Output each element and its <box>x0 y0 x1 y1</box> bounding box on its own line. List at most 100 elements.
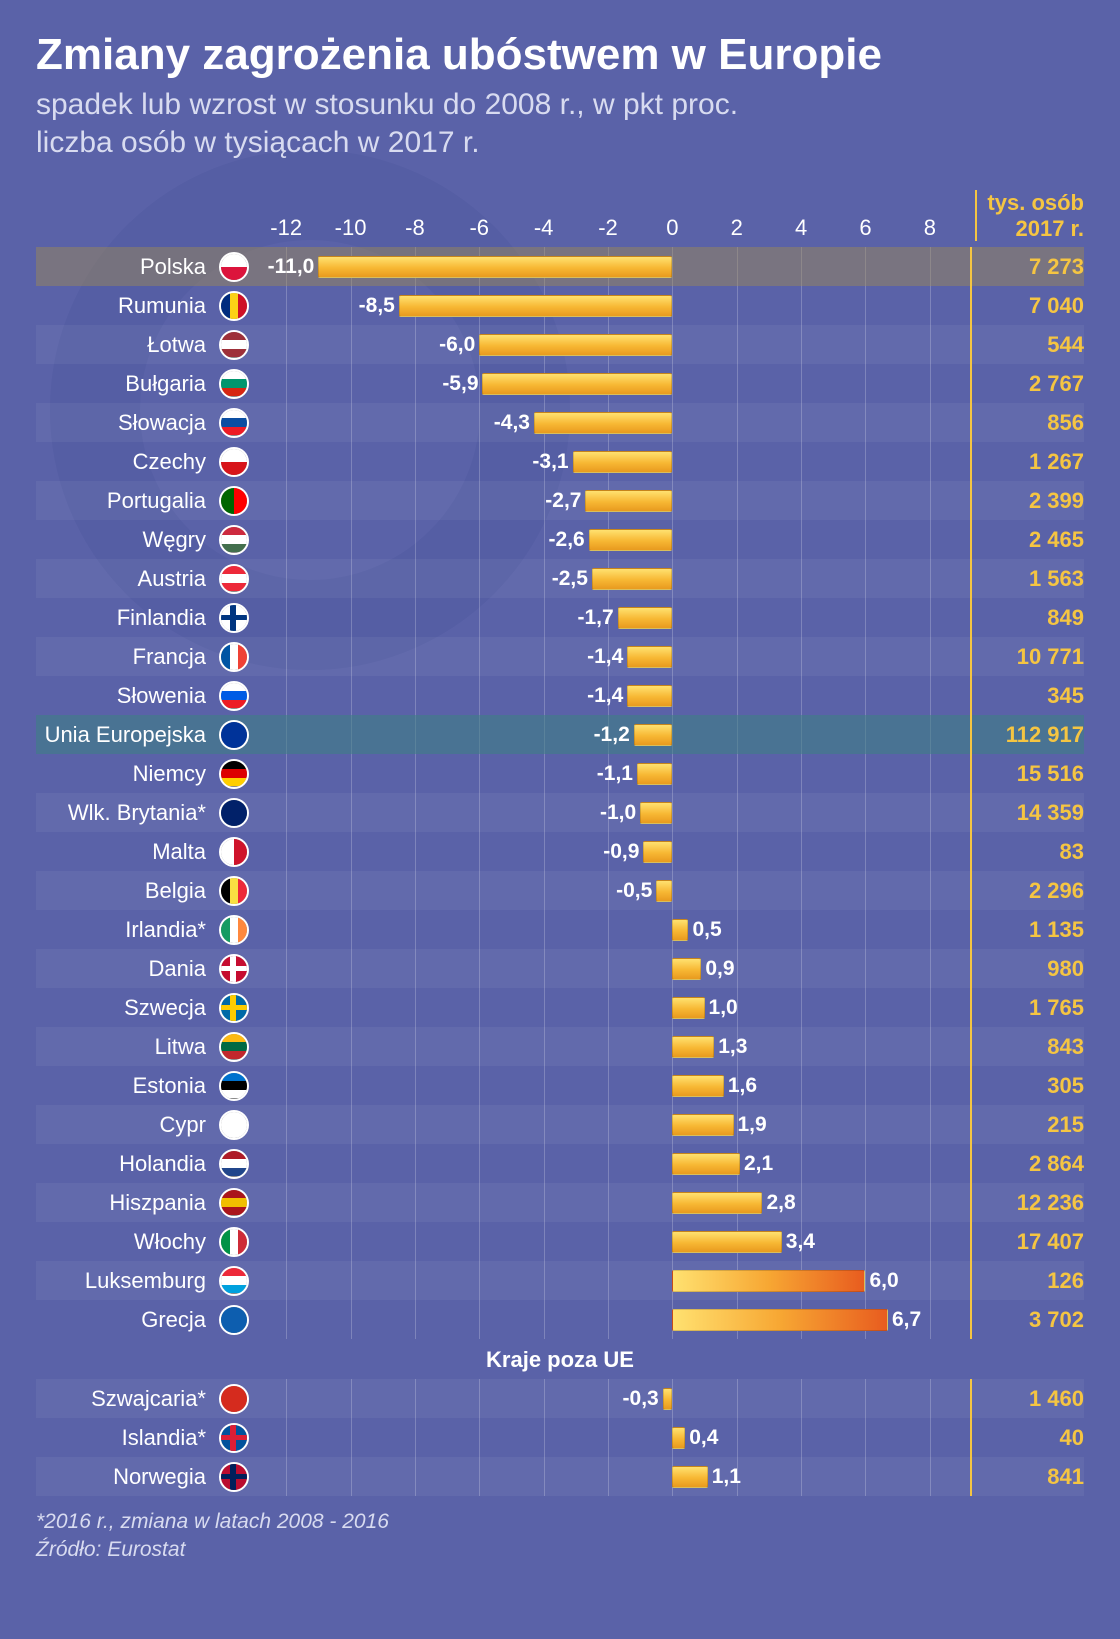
country-label: Norwegia <box>36 1464 214 1490</box>
flag-icon <box>214 603 254 633</box>
population-value: 2 767 <box>972 371 1084 397</box>
flag-icon <box>214 1305 254 1335</box>
bar-area: -0,3 <box>254 1379 962 1418</box>
bar-area: -11,0 <box>254 247 962 286</box>
bar <box>634 724 673 746</box>
flag-icon <box>214 915 254 945</box>
population-value: 843 <box>972 1034 1084 1060</box>
population-value: 849 <box>972 605 1084 631</box>
population-value: 1 267 <box>972 449 1084 475</box>
bar-area: -0,9 <box>254 832 962 871</box>
country-label: Słowacja <box>36 410 214 436</box>
table-row: Włochy3,417 407 <box>36 1222 1084 1261</box>
bar <box>672 1114 733 1136</box>
bar-area: -1,4 <box>254 676 962 715</box>
bar-area: 1,0 <box>254 988 962 1027</box>
flag-icon <box>214 564 254 594</box>
flag-icon <box>214 291 254 321</box>
flag-icon <box>214 1462 254 1492</box>
bar <box>672 1309 888 1331</box>
country-label: Szwajcaria* <box>36 1386 214 1412</box>
table-row: Estonia1,6305 <box>36 1066 1084 1105</box>
country-label: Irlandia* <box>36 917 214 943</box>
bar-value-label: -0,5 <box>616 879 652 903</box>
bar-value-label: -4,3 <box>494 411 530 435</box>
bar <box>663 1388 673 1410</box>
country-label: Francja <box>36 644 214 670</box>
table-row: Szwecja1,01 765 <box>36 988 1084 1027</box>
bar-value-label: 1,6 <box>728 1074 757 1098</box>
bar <box>672 1075 723 1097</box>
country-label: Hiszpania <box>36 1190 214 1216</box>
flag-icon <box>214 993 254 1023</box>
population-value: 1 563 <box>972 566 1084 592</box>
country-label: Portugalia <box>36 488 214 514</box>
bar-area: 2,8 <box>254 1183 962 1222</box>
table-row: Unia Europejska-1,2112 917 <box>36 715 1084 754</box>
bar <box>479 334 672 356</box>
population-value: 2 465 <box>972 527 1084 553</box>
content-wrap: Zmiany zagrożenia ubóstwem w Europie spa… <box>0 0 1120 1585</box>
population-value: 1 460 <box>972 1386 1084 1412</box>
footnote-line2: Źródło: Eurostat <box>36 1538 185 1561</box>
bar <box>672 958 701 980</box>
population-value: 1 765 <box>972 995 1084 1021</box>
bar-area: 1,3 <box>254 1027 962 1066</box>
right-col-header-l2: 2017 r. <box>1015 216 1084 241</box>
country-label: Holandia <box>36 1151 214 1177</box>
country-label: Bułgaria <box>36 371 214 397</box>
bar <box>672 1427 685 1449</box>
chart-title: Zmiany zagrożenia ubóstwem w Europie <box>36 30 1084 80</box>
country-label: Unia Europejska <box>36 722 214 748</box>
table-row: Norwegia1,1841 <box>36 1457 1084 1496</box>
population-value: 7 040 <box>972 293 1084 319</box>
bar <box>585 490 672 512</box>
bar <box>672 1231 781 1253</box>
bar-value-label: -8,5 <box>359 294 395 318</box>
population-value: 856 <box>972 410 1084 436</box>
table-row: Portugalia-2,72 399 <box>36 481 1084 520</box>
axis-header: tys. osób 2017 r. -12-10-8-6-4-202468 <box>36 185 1084 241</box>
table-row: Węgry-2,62 465 <box>36 520 1084 559</box>
bar <box>643 841 672 863</box>
bar <box>589 529 673 551</box>
country-label: Słowenia <box>36 683 214 709</box>
subtitle-line1: spadek lub wzrost w stosunku do 2008 r.,… <box>36 88 738 121</box>
bar-area: -8,5 <box>254 286 962 325</box>
flag-icon <box>214 1423 254 1453</box>
table-row: Grecja6,73 702 <box>36 1300 1084 1339</box>
flag-icon <box>214 798 254 828</box>
bar-value-label: -6,0 <box>439 333 475 357</box>
flag-icon <box>214 759 254 789</box>
table-row: Polska-11,07 273 <box>36 247 1084 286</box>
rows-eu: Polska-11,07 273Rumunia-8,57 040Łotwa-6,… <box>36 247 1084 1339</box>
flag-icon <box>214 408 254 438</box>
population-value: 2 296 <box>972 878 1084 904</box>
table-row: Islandia*0,440 <box>36 1418 1084 1457</box>
country-label: Belgia <box>36 878 214 904</box>
axis-tick: -8 <box>405 215 425 241</box>
axis-tick: -2 <box>598 215 618 241</box>
country-label: Polska <box>36 254 214 280</box>
subtitle-line2: liczba osób w tysiącach w 2017 r. <box>36 126 480 159</box>
bar-value-label: 1,0 <box>709 996 738 1020</box>
country-label: Dania <box>36 956 214 982</box>
bar-area: -1,2 <box>254 715 962 754</box>
axis-tick: 6 <box>859 215 871 241</box>
country-label: Grecja <box>36 1307 214 1333</box>
table-row: Niemcy-1,115 516 <box>36 754 1084 793</box>
bar <box>318 256 672 278</box>
bar <box>672 1153 740 1175</box>
country-label: Rumunia <box>36 293 214 319</box>
table-row: Malta-0,983 <box>36 832 1084 871</box>
axis-tick: -12 <box>270 215 302 241</box>
flag-icon <box>214 837 254 867</box>
bar <box>534 412 672 434</box>
table-row: Słowacja -4,3 856 <box>36 403 1084 442</box>
flag-icon <box>214 1266 254 1296</box>
flag-icon <box>214 1110 254 1140</box>
country-label: Niemcy <box>36 761 214 787</box>
table-row: Cypr1,9215 <box>36 1105 1084 1144</box>
bar-area: 6,7 <box>254 1300 962 1339</box>
axis-tick: 0 <box>666 215 678 241</box>
